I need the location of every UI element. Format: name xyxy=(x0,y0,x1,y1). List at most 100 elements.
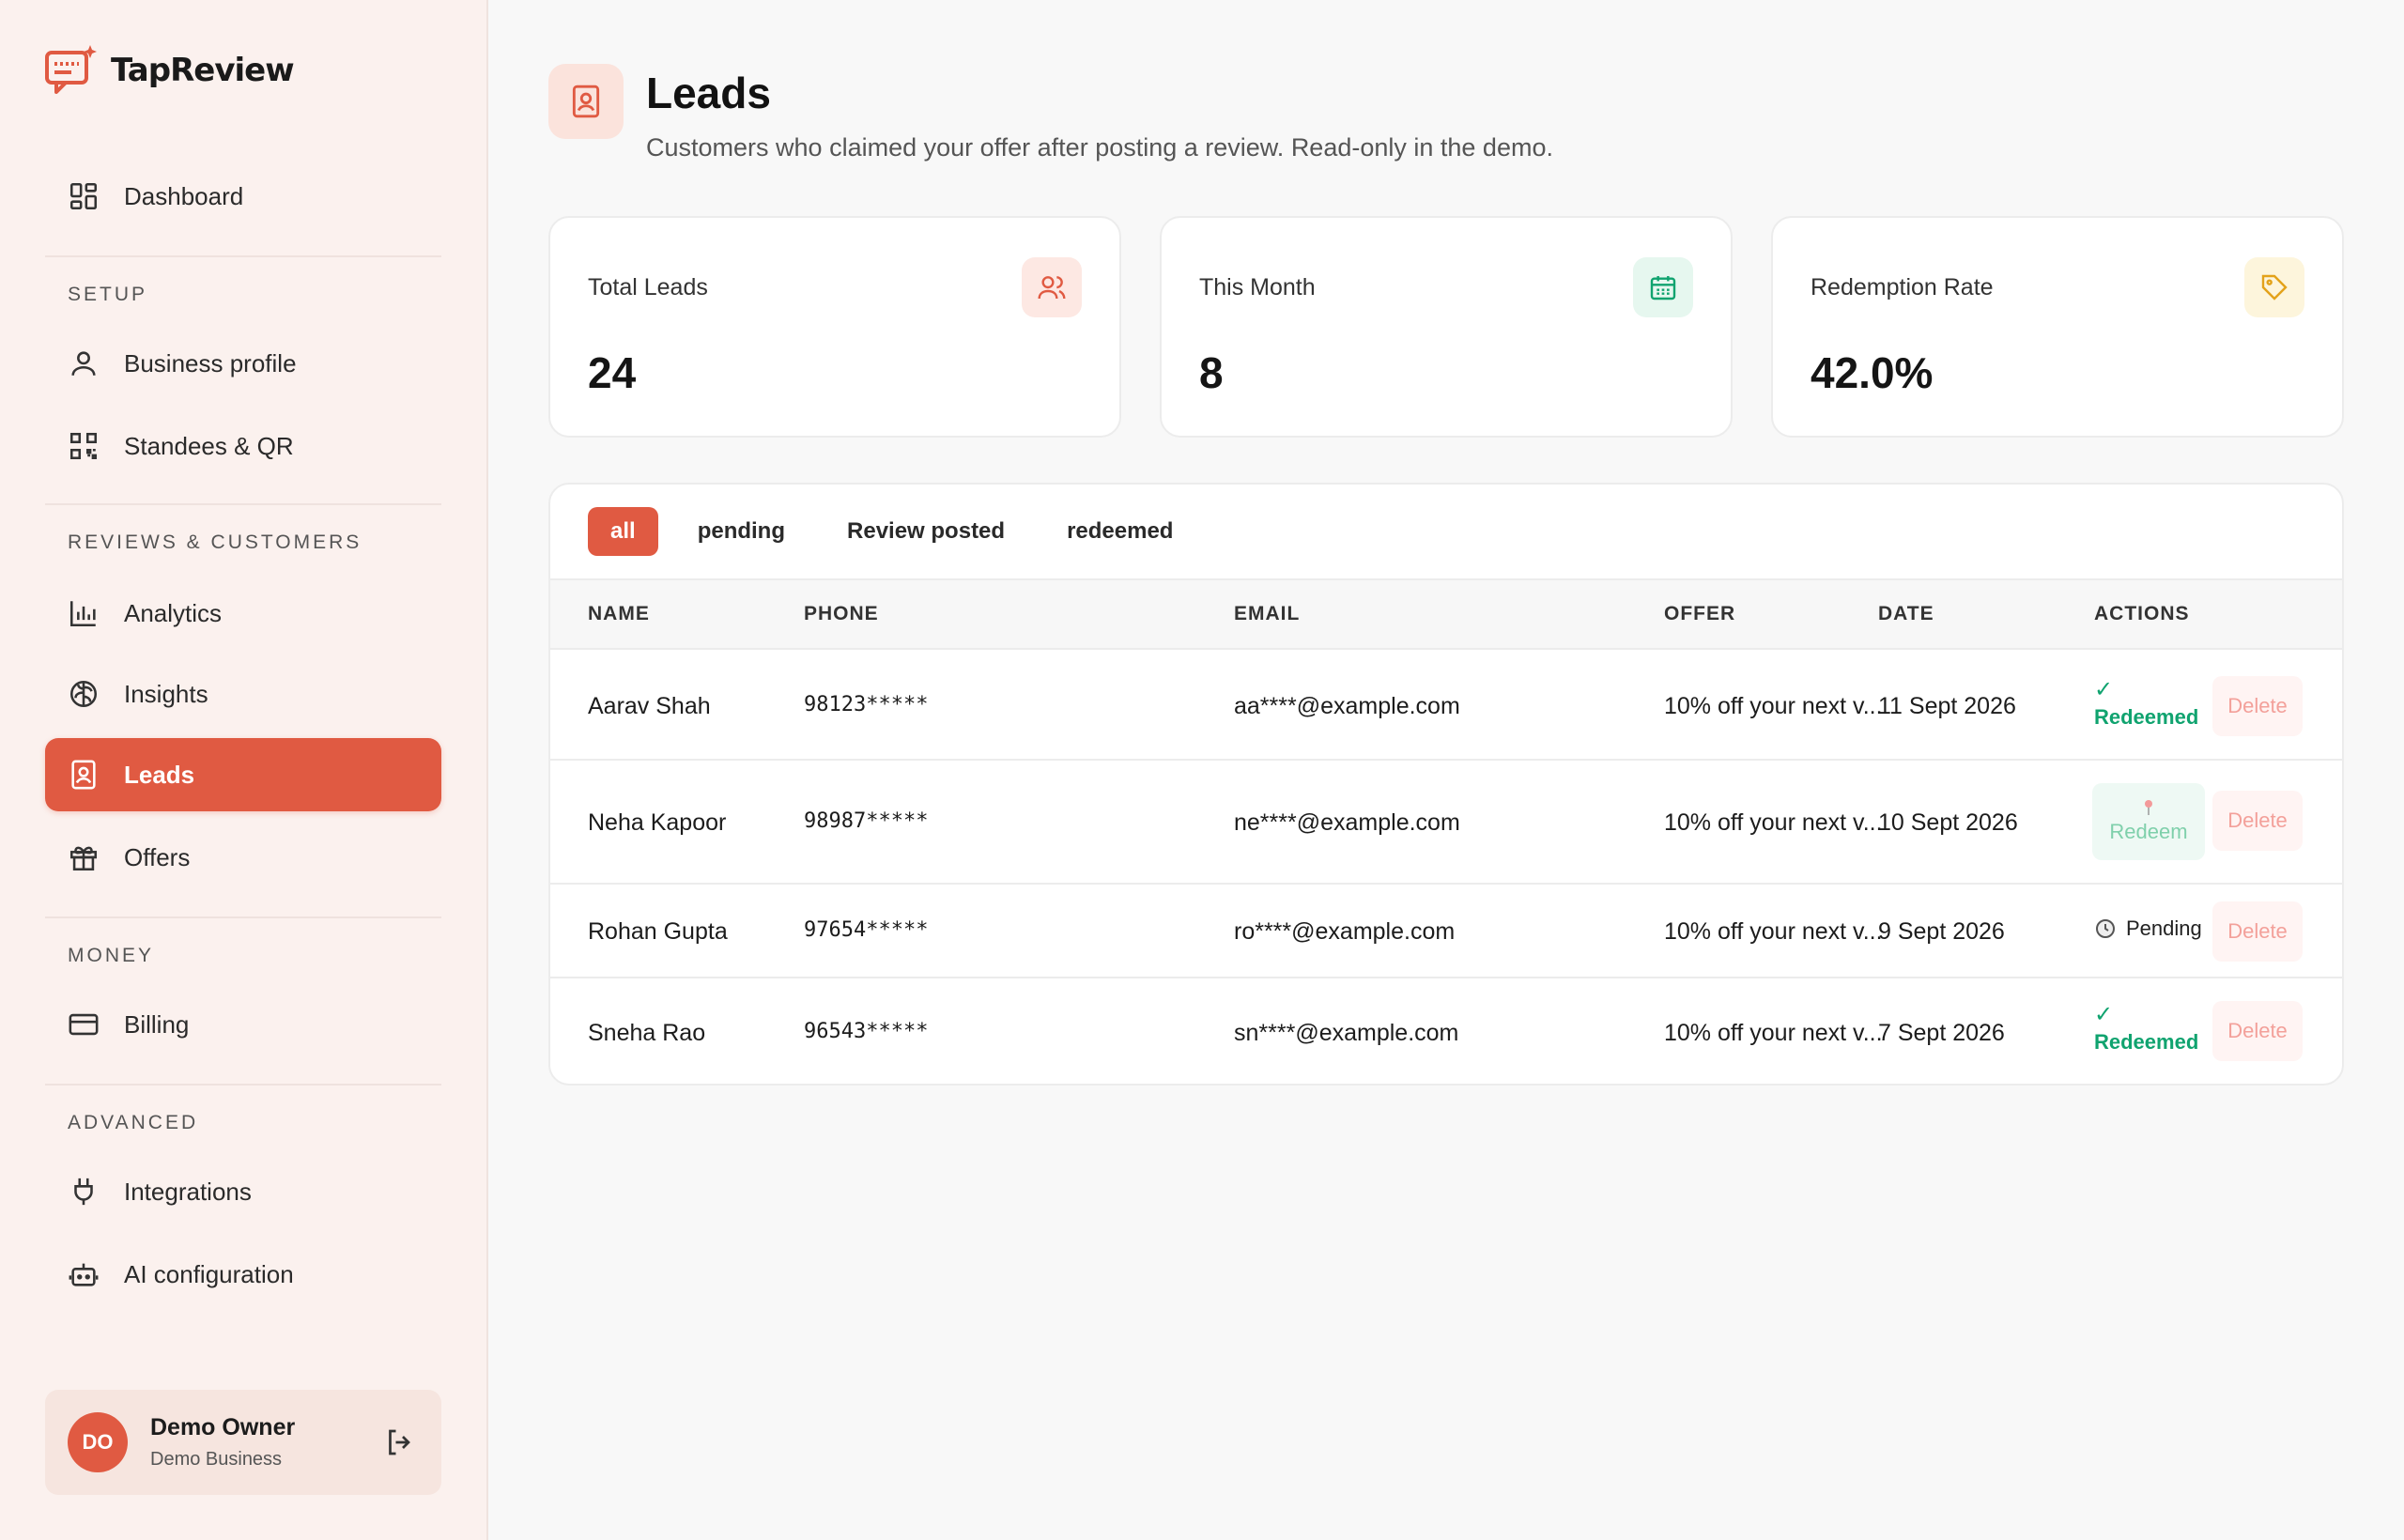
logout-icon[interactable] xyxy=(383,1425,417,1459)
stat-icon-wrap xyxy=(2244,257,2304,317)
sidebar-item-integrations[interactable]: Integrations xyxy=(45,1155,441,1228)
sidebar-item-analytics[interactable]: Analytics xyxy=(45,577,441,650)
cell-phone: 97654***** xyxy=(804,918,929,942)
plug-icon xyxy=(74,1178,93,1206)
contact-book-icon xyxy=(572,85,600,118)
cell-phone: 98123***** xyxy=(804,693,929,716)
leads-table-card: all pending Review posted redeemed NAME … xyxy=(548,483,2344,1086)
bar-chart-icon xyxy=(69,601,96,627)
stat-card-this-month: This Month 8 xyxy=(1160,216,1733,438)
brand[interactable]: TapReview xyxy=(43,43,295,98)
sidebar: TapReview Dashboard SETUP Business profi… xyxy=(0,0,488,1540)
column-header-email: EMAIL xyxy=(1234,603,1301,624)
sidebar-item-label: Dashboard xyxy=(124,181,244,210)
delete-button[interactable]: Delete xyxy=(2212,791,2303,851)
cell-offer: 10% off your next v... xyxy=(1664,1020,1883,1046)
sidebar-item-leads[interactable]: Leads xyxy=(45,738,441,811)
section-money: MONEY xyxy=(68,945,155,966)
check-icon: ✓ xyxy=(2094,677,2114,702)
stat-label: This Month xyxy=(1199,274,1316,300)
tab-review-posted[interactable]: Review posted xyxy=(847,518,1006,544)
pin-icon xyxy=(2145,800,2152,815)
sidebar-item-label: Insights xyxy=(124,679,208,708)
contact-book-icon xyxy=(71,760,96,790)
stat-value: 24 xyxy=(588,348,637,397)
section-reviews: REVIEWS & CUSTOMERS xyxy=(68,531,362,553)
sidebar-item-offers[interactable]: Offers xyxy=(45,821,441,894)
sidebar-item-label: AI configuration xyxy=(124,1259,294,1288)
sidebar-item-label: Standees & QR xyxy=(124,431,294,460)
user-card: DO Demo Owner Demo Business xyxy=(45,1390,441,1495)
sidebar-item-label: Analytics xyxy=(124,598,223,627)
cell-name: Neha Kapoor xyxy=(588,809,727,836)
divider xyxy=(45,255,441,257)
cell-email: ne****@example.com xyxy=(1234,809,1460,836)
sidebar-item-business-profile[interactable]: Business profile xyxy=(45,327,441,400)
section-setup: SETUP xyxy=(68,284,148,305)
user-name: Demo Owner xyxy=(150,1414,296,1440)
logo-icon xyxy=(45,45,97,94)
sidebar-item-dashboard[interactable]: Dashboard xyxy=(45,160,441,233)
table-row: Rohan Gupta 97654***** ro****@example.co… xyxy=(550,885,2342,978)
tab-redeemed[interactable]: redeemed xyxy=(1067,518,1174,544)
stat-card-redemption-rate: Redemption Rate 42.0% xyxy=(1771,216,2344,438)
cell-email: aa****@example.com xyxy=(1234,693,1460,719)
stat-card-total-leads: Total Leads 24 xyxy=(548,216,1121,438)
credit-card-icon xyxy=(69,1013,99,1036)
sidebar-item-insights[interactable]: Insights xyxy=(45,657,441,731)
table-row: Aarav Shah 98123***** aa****@example.com… xyxy=(550,652,2342,761)
brain-icon xyxy=(69,680,98,708)
sidebar-item-billing[interactable]: Billing xyxy=(45,988,441,1061)
user-icon xyxy=(71,351,96,376)
status-redeemed: ✓ Redeemed xyxy=(2094,676,2198,730)
cell-phone: 96543***** xyxy=(804,1020,929,1043)
stat-icon-wrap xyxy=(1022,257,1082,317)
status-redeemed: ✓ Redeemed xyxy=(2094,1001,2198,1055)
check-icon: ✓ xyxy=(2094,1002,2114,1027)
stat-value: 42.0% xyxy=(1811,348,1934,397)
column-header-offer: OFFER xyxy=(1664,603,1736,624)
dashboard-icon xyxy=(69,182,98,210)
sidebar-item-label: Leads xyxy=(124,760,195,789)
clock-icon xyxy=(2096,919,2115,938)
cell-offer: 10% off your next v... xyxy=(1664,693,1883,719)
delete-button[interactable]: Delete xyxy=(2212,901,2303,962)
bot-icon xyxy=(69,1263,99,1286)
filter-tabs: all pending Review posted redeemed xyxy=(588,507,1195,556)
sidebar-item-standees[interactable]: Standees & QR xyxy=(45,409,441,483)
cell-name: Sneha Rao xyxy=(588,1020,706,1046)
cell-email: ro****@example.com xyxy=(1234,918,1456,945)
cell-offer: 10% off your next v... xyxy=(1664,918,1883,945)
cell-name: Rohan Gupta xyxy=(588,918,728,945)
cell-date: 9 Sept 2026 xyxy=(1878,918,2005,945)
column-header-phone: PHONE xyxy=(804,603,879,624)
redeem-button[interactable]: Redeem xyxy=(2092,783,2205,860)
table-row: Neha Kapoor 98987***** ne****@example.co… xyxy=(550,761,2342,885)
cell-name: Aarav Shah xyxy=(588,693,711,719)
stat-value: 8 xyxy=(1199,348,1224,397)
redeem-label: Redeem xyxy=(2109,820,2188,843)
sidebar-item-ai-config[interactable]: AI configuration xyxy=(45,1238,441,1311)
tab-pending[interactable]: pending xyxy=(697,518,786,544)
status-pending: Pending xyxy=(2094,916,2202,941)
table-header: NAME PHONE EMAIL OFFER DATE ACTIONS xyxy=(550,578,2342,650)
sidebar-item-label: Business profile xyxy=(124,348,297,377)
cell-email: sn****@example.com xyxy=(1234,1020,1459,1046)
cell-date: 11 Sept 2026 xyxy=(1878,693,2016,719)
status-label: Redeemed xyxy=(2094,705,2199,729)
section-advanced: ADVANCED xyxy=(68,1112,199,1133)
delete-button[interactable]: Delete xyxy=(2212,676,2303,736)
gift-icon xyxy=(69,846,98,871)
table-row: Sneha Rao 96543***** sn****@example.com … xyxy=(550,978,2342,1084)
stat-label: Total Leads xyxy=(588,274,708,300)
page-subtitle: Customers who claimed your offer after p… xyxy=(646,133,1553,162)
cell-date: 7 Sept 2026 xyxy=(1878,1020,2005,1046)
status-label: Pending xyxy=(2126,916,2202,940)
column-header-name: NAME xyxy=(588,603,650,624)
divider xyxy=(45,916,441,918)
tab-all[interactable]: all xyxy=(588,507,658,556)
delete-button[interactable]: Delete xyxy=(2212,1001,2303,1061)
calendar-icon xyxy=(1650,276,1676,300)
users-icon xyxy=(1038,276,1066,300)
user-business: Demo Business xyxy=(150,1449,283,1470)
